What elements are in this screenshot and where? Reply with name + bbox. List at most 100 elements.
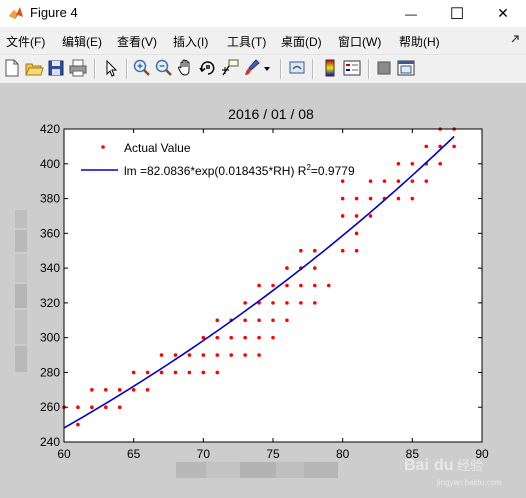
y-tick-label: 300 (40, 331, 60, 345)
data-point (396, 179, 401, 183)
print-icon[interactable] (68, 58, 88, 78)
data-point (396, 161, 401, 166)
data-point (215, 335, 220, 340)
menu-desktop[interactable]: 桌面(D) (281, 35, 322, 49)
x-tick-label: 85 (406, 447, 420, 461)
data-point (438, 144, 443, 149)
data-point (340, 196, 345, 201)
y-tick-label: 240 (40, 435, 60, 449)
data-point (229, 335, 233, 340)
data-point (396, 196, 401, 201)
obscured-ylabel (15, 210, 27, 372)
menu-help[interactable]: 帮助(H) (399, 35, 440, 49)
pan-hand-icon[interactable] (176, 58, 196, 78)
data-point (173, 353, 178, 357)
y-tick-label: 380 (40, 192, 60, 206)
menu-bar: 文件(F) 编辑(E) 查看(V) 插入(I) 工具(T) 桌面(D) 窗口(W… (0, 27, 526, 52)
matlab-icon (9, 7, 23, 19)
close-button[interactable]: ✕ (480, 0, 526, 27)
data-point (145, 370, 150, 375)
data-point (90, 405, 94, 410)
data-point (340, 248, 345, 253)
data-point (340, 214, 345, 218)
data-point (271, 335, 275, 340)
maximize-button[interactable]: ☐ (434, 0, 480, 27)
data-cursor-icon[interactable] (220, 58, 240, 78)
open-file-icon[interactable] (24, 58, 44, 78)
x-tick-label: 80 (336, 447, 350, 461)
data-point (243, 301, 247, 305)
data-point (104, 388, 108, 392)
colorbar-icon[interactable] (320, 58, 340, 78)
data-point (215, 353, 220, 357)
link-plot-icon[interactable] (287, 58, 307, 78)
data-point (424, 179, 429, 183)
minimize-button[interactable]: — (388, 0, 434, 27)
dock-arrow-icon[interactable] (510, 34, 520, 44)
y-tick-label: 420 (40, 122, 60, 136)
data-point (285, 266, 289, 270)
zoom-out-icon[interactable] (154, 58, 174, 78)
chart-title: 2016 / 01 / 08 (228, 106, 314, 122)
menu-edit[interactable]: 编辑(E) (62, 35, 102, 49)
data-marks (62, 127, 456, 427)
y-tick-label: 320 (40, 296, 60, 310)
legend-icon[interactable] (342, 58, 362, 78)
data-point (438, 161, 443, 166)
data-point (201, 370, 206, 375)
watermark-url: jingyan.baidu.com (436, 478, 502, 487)
data-point (354, 214, 359, 218)
x-tick-label: 70 (197, 447, 211, 461)
rotate-3d-icon[interactable] (198, 58, 218, 78)
legend-label-fit: lm =82.0836*exp(0.018435*RH) R2=0.9779 (124, 163, 355, 178)
data-point (257, 353, 261, 357)
data-point (410, 161, 415, 166)
data-point (257, 318, 261, 323)
menu-tools[interactable]: 工具(T) (227, 35, 267, 49)
y-tick-label: 260 (40, 400, 60, 414)
data-point (354, 248, 359, 253)
toolbar-separator (126, 59, 128, 79)
toolbar-separator (368, 59, 370, 79)
data-point (382, 179, 387, 183)
y-tick-label: 400 (40, 157, 60, 171)
zoom-in-icon[interactable] (132, 58, 152, 78)
data-point (313, 283, 317, 288)
maximize-icon: ☐ (449, 5, 465, 23)
data-point (257, 335, 261, 340)
menu-view[interactable]: 查看(V) (117, 35, 157, 49)
brush-icon[interactable] (242, 58, 262, 78)
data-point (271, 283, 275, 288)
data-point (104, 405, 108, 410)
data-point (313, 266, 317, 270)
data-point (368, 214, 373, 218)
menu-file[interactable]: 文件(F) (6, 35, 46, 49)
edit-plot-arrow-icon[interactable] (101, 58, 121, 78)
save-icon[interactable] (46, 58, 66, 78)
data-point (159, 353, 164, 357)
brush-dropdown-icon[interactable] (263, 65, 271, 73)
data-point (243, 353, 247, 357)
menu-insert[interactable]: 插入(I) (173, 35, 209, 49)
data-point (326, 283, 331, 288)
window-title: Figure 4 (30, 5, 78, 20)
data-point (229, 353, 233, 357)
hide-plot-tools-icon[interactable] (374, 58, 394, 78)
window-titlebar: Figure 4 — ☐ ✕ (0, 0, 526, 27)
data-point (243, 318, 247, 323)
data-point (299, 301, 303, 305)
new-figure-icon[interactable] (2, 58, 22, 78)
y-tick-label: 360 (40, 226, 60, 240)
show-plot-tools-icon[interactable] (396, 58, 416, 78)
data-point (131, 388, 136, 392)
fit-curve-line (63, 135, 455, 429)
obscured-xlabel (176, 462, 338, 478)
data-point (76, 422, 80, 427)
data-point (215, 318, 220, 323)
data-point (340, 179, 345, 183)
minimize-icon: — (405, 6, 417, 21)
y-tick-label: 280 (40, 365, 60, 379)
data-point (285, 283, 289, 288)
menu-window[interactable]: 窗口(W) (338, 35, 382, 49)
x-tick-label: 75 (266, 447, 280, 461)
